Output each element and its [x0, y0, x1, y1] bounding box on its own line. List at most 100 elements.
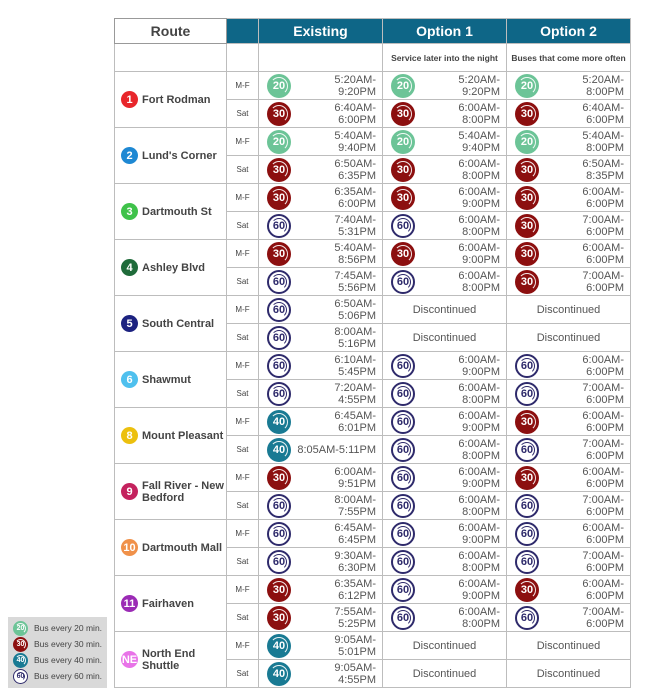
existing-cell: 30 6:00AM-9:51PM	[258, 463, 383, 492]
option1-cell: Discontinued	[382, 295, 507, 324]
subheader-blank	[114, 43, 227, 72]
service-hours: 6:35AM-6:00PM	[334, 185, 376, 210]
option2-cell: 30 6:40AM-6:00PM	[506, 99, 631, 128]
table-row: Sat 40 9:05AM-4:55PM Discontinued Discontinu…	[115, 659, 631, 688]
existing-cell: 30 6:50AM-6:35PM	[258, 155, 383, 184]
route-name-cell: 11 Fairhaven	[114, 575, 227, 632]
option1-cell: 60 6:00AM-8:00PM	[382, 379, 507, 408]
service-hours: 7:20AM-4:55PM	[334, 381, 376, 406]
option2-cell: 60 7:00AM-6:00PM	[506, 491, 631, 520]
service-hours: 7:00AM-6:00PM	[582, 269, 624, 294]
service-hours: 6:50AM-8:35PM	[582, 157, 624, 182]
service-hours: 6:00AM-9:00PM	[458, 409, 500, 434]
route-name-cell: 9 Fall River - New Bedford	[114, 463, 227, 520]
route-name: Fairhaven	[142, 597, 194, 610]
service-hours: 7:00AM-6:00PM	[582, 213, 624, 238]
route-number-badge: 5	[121, 315, 138, 332]
day-label: Sat	[226, 379, 259, 408]
route-name: South Central	[142, 317, 215, 330]
service-hours: 6:00AM-8:00PM	[458, 549, 500, 574]
route-name: Dartmouth Mall	[142, 541, 223, 554]
service-hours: 7:40AM-5:31PM	[334, 213, 376, 238]
table-row: Sat 60 7:20AM-4:55PM 60 6:00AM-8:00PM 60 7:00A…	[115, 379, 631, 408]
frequency-60-icon: 60	[391, 353, 415, 378]
frequency-30-icon: 30	[515, 241, 539, 266]
option1-header: Option 1	[382, 18, 507, 44]
service-hours: 6:00AM-9:00PM	[458, 521, 500, 546]
frequency-20-icon: 20	[267, 73, 291, 98]
frequency-60-icon: 60	[267, 549, 291, 574]
frequency-30-icon: 30	[515, 185, 539, 210]
service-hours: 6:00AM-9:00PM	[458, 577, 500, 602]
day-label: Sat	[226, 99, 259, 128]
service-hours: 6:00AM-8:00PM	[458, 157, 500, 182]
existing-cell: 40 8:05AM-5:11PM	[258, 435, 383, 464]
option1-cell: 60 6:00AM-8:00PM	[382, 491, 507, 520]
option2-cell: 30 7:00AM-6:00PM	[506, 211, 631, 240]
option2-description: Buses that come more often	[506, 43, 631, 72]
day-label: Sat	[226, 155, 259, 184]
existing-cell: 30 6:40AM-6:00PM	[258, 99, 383, 128]
service-hours: 6:00AM-8:00PM	[458, 213, 500, 238]
service-hours: 7:00AM-6:00PM	[582, 549, 624, 574]
frequency-20-icon: 20	[267, 129, 291, 154]
table-row: 1 Fort Rodman M-F 20 5:20AM-9:20PM 20 5:20AM-9…	[114, 71, 631, 128]
table-row: 3 Dartmouth St M-F 30 6:35AM-6:00PM 30 6:00AM-…	[114, 183, 631, 240]
option2-header: Option 2	[506, 18, 631, 44]
legend-label: Bus every 20 min.	[34, 623, 103, 633]
service-hours: 6:00AM-9:51PM	[334, 465, 376, 490]
frequency-30-icon: 30	[515, 101, 539, 126]
route-name-cell: 3 Dartmouth St	[114, 183, 227, 240]
discontinued-label: Discontinued	[536, 667, 601, 680]
option1-cell: 60 6:00AM-9:00PM	[382, 351, 507, 380]
option2-cell: 60 6:00AM-6:00PM	[506, 519, 631, 548]
service-hours: 6:45AM-6:01PM	[334, 409, 376, 434]
frequency-40-icon: 40	[267, 409, 291, 434]
day-label: M-F	[226, 463, 259, 492]
route-name: Ashley Blvd	[142, 261, 205, 274]
frequency-40-icon: 40	[13, 652, 28, 668]
existing-cell: 20 5:20AM-9:20PM	[258, 71, 383, 100]
frequency-60-icon: 60	[391, 605, 415, 630]
existing-cell: 60 7:40AM-5:31PM	[258, 211, 383, 240]
frequency-30-icon: 30	[267, 157, 291, 182]
existing-cell: 60 9:30AM-6:30PM	[258, 547, 383, 576]
service-hours: 6:00AM-6:00PM	[582, 521, 624, 546]
frequency-30-icon: 30	[391, 241, 415, 266]
table-row: Sat 30 7:55AM-5:25PM 60 6:00AM-8:00PM 60 7:00A…	[115, 603, 631, 632]
route-header: Route	[114, 18, 227, 44]
table-row: Sat 60 7:45AM-5:56PM 60 6:00AM-8:00PM 30 7:00A…	[115, 267, 631, 296]
frequency-30-icon: 30	[13, 636, 28, 652]
frequency-40-icon: 40	[267, 661, 291, 686]
service-hours: 6:00AM-8:00PM	[458, 493, 500, 518]
day-label: M-F	[226, 519, 259, 548]
route-name: Mount Pleasant	[142, 429, 224, 442]
day-label: M-F	[226, 71, 259, 100]
option2-cell: 60 6:00AM-6:00PM	[506, 351, 631, 380]
existing-cell: 60 8:00AM-7:55PM	[258, 491, 383, 520]
day-label: Sat	[226, 659, 259, 688]
day-label: M-F	[226, 631, 259, 660]
route-number-badge: 4	[121, 259, 138, 276]
frequency-20-icon: 20	[391, 73, 415, 98]
frequency-30-icon: 30	[515, 409, 539, 434]
existing-cell: 60 7:45AM-5:56PM	[258, 267, 383, 296]
option1-cell: Discontinued	[382, 323, 507, 352]
frequency-60-icon: 60	[391, 521, 415, 546]
service-hours: 6:40AM-6:00PM	[334, 101, 376, 126]
service-hours: 5:20AM-9:20PM	[334, 73, 376, 98]
service-hours: 6:50AM-6:35PM	[334, 157, 376, 182]
day-label: Sat	[226, 323, 259, 352]
service-hours: 5:40AM-9:40PM	[334, 129, 376, 154]
table-row: 10 Dartmouth Mall M-F 60 6:45AM-6:45PM 60 6:00…	[114, 519, 631, 576]
frequency-60-icon: 60	[391, 465, 415, 490]
service-hours: 6:40AM-6:00PM	[582, 101, 624, 126]
table-row: Sat 60 9:30AM-6:30PM 60 6:00AM-8:00PM 60 7:00A…	[115, 547, 631, 576]
service-hours: 7:00AM-6:00PM	[582, 437, 624, 462]
frequency-60-icon: 60	[267, 213, 291, 238]
frequency-60-icon: 60	[515, 493, 539, 518]
option1-cell: Discontinued	[382, 631, 507, 660]
table-row: NE North End Shuttle M-F 40 9:05AM-5:01PM Dis…	[114, 631, 631, 688]
existing-cell: 60 6:10AM-5:45PM	[258, 351, 383, 380]
service-hours: 9:05AM-4:55PM	[334, 661, 376, 686]
